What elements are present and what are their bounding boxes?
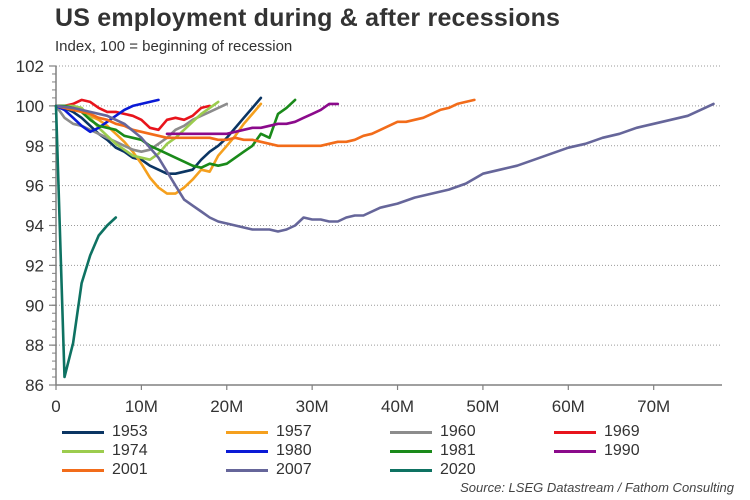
x-tick-label: 30M (296, 397, 329, 416)
x-tick-label: 40M (381, 397, 414, 416)
series-line-1969 (54, 98, 211, 132)
y-tick-label: 102 (16, 57, 44, 76)
tick-labels: 86 88 90 92 94 96 98 100 102 0 10M 20M 30M 40M 50M 60M 7… (16, 57, 671, 416)
x-tick-label: 0 (51, 397, 60, 416)
y-tick-label: 86 (25, 376, 44, 395)
y-tick-label: 96 (25, 177, 44, 196)
x-tick-label: 50M (466, 397, 499, 416)
series-line-2001 (54, 98, 476, 148)
y-tick-label: 90 (25, 296, 44, 315)
series-line-1980 (54, 98, 160, 134)
y-tick-label: 94 (25, 217, 44, 236)
y-tick-label: 98 (25, 137, 44, 156)
x-tick-label: 60M (552, 397, 585, 416)
source-note: Source: LSEG Datastream / Fathom Consult… (460, 480, 734, 495)
series-line-1990 (165, 102, 340, 136)
x-tick-label: 10M (125, 397, 158, 416)
chart-subtitle: Index, 100 = beginning of recession (55, 38, 293, 55)
series-line-2020 (54, 104, 118, 379)
y-tick-label: 92 (25, 256, 44, 275)
x-tick-label: 20M (210, 397, 243, 416)
series-line-1957 (54, 102, 263, 195)
y-tick-label: 88 (25, 336, 44, 355)
axes (49, 65, 722, 390)
series-line-1953 (54, 96, 263, 175)
x-tick-label: 70M (637, 397, 670, 416)
series-line-2007 (54, 102, 715, 233)
chart-title: US employment during & after recessions (55, 4, 561, 32)
y-tick-label: 100 (16, 97, 44, 116)
series-lines (54, 96, 715, 379)
